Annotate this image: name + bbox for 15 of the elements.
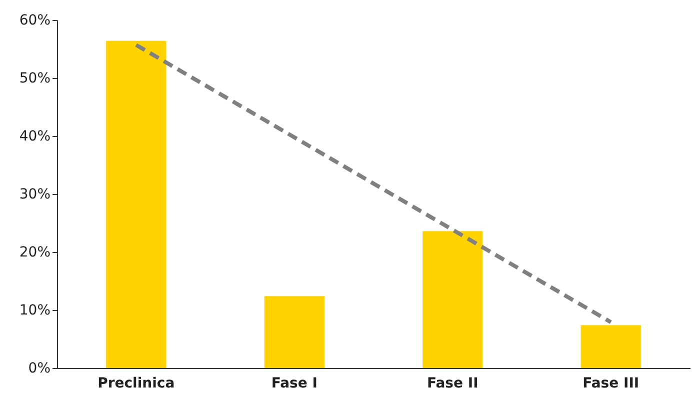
y-tick-label: 60% (19, 12, 50, 28)
y-tick-label: 30% (19, 186, 50, 202)
y-tick-label: 20% (19, 244, 50, 260)
y-tick-label: 50% (19, 70, 50, 86)
y-tick-label: 0% (28, 360, 50, 376)
x-tick-label: Fase II (426, 376, 478, 392)
bar (264, 296, 324, 368)
bar (580, 325, 641, 368)
x-tick-label: Fase I (271, 376, 318, 392)
bar (422, 231, 483, 368)
x-tick-label: Preclinica (98, 376, 175, 392)
bar (106, 40, 166, 368)
y-tick-label: 10% (19, 302, 50, 318)
y-tick-label: 40% (19, 128, 50, 144)
x-tick-label: Fase III (582, 376, 640, 392)
